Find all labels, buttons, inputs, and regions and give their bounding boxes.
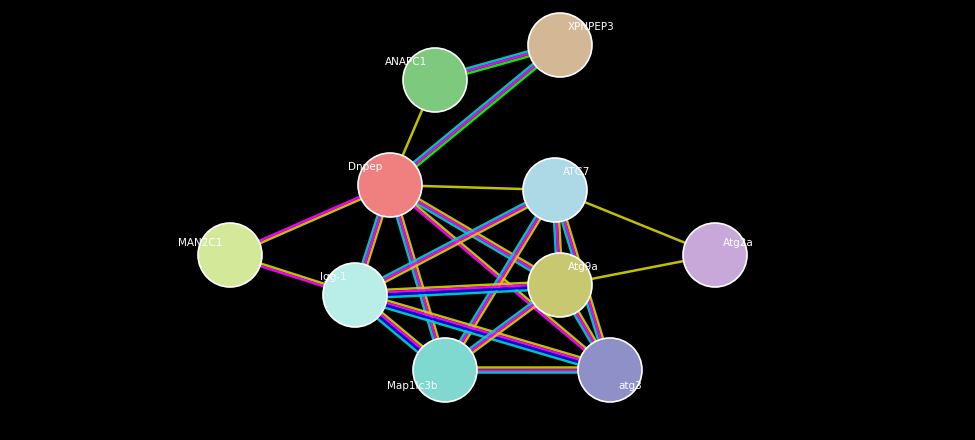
Circle shape: [528, 13, 592, 77]
Text: Atg9a: Atg9a: [568, 262, 599, 272]
Text: atg3: atg3: [618, 381, 642, 391]
Text: XPNPEP3: XPNPEP3: [568, 22, 615, 32]
Circle shape: [323, 263, 387, 327]
Text: Dnpep: Dnpep: [348, 162, 382, 172]
Circle shape: [528, 253, 592, 317]
Circle shape: [198, 223, 262, 287]
Circle shape: [403, 48, 467, 112]
Text: Map1lc3b: Map1lc3b: [386, 381, 437, 391]
Circle shape: [358, 153, 422, 217]
Text: Atg2a: Atg2a: [723, 238, 754, 248]
Circle shape: [523, 158, 587, 222]
Text: ATG7: ATG7: [563, 167, 591, 177]
Text: ANAPC1: ANAPC1: [385, 57, 427, 67]
Circle shape: [683, 223, 747, 287]
Circle shape: [413, 338, 477, 402]
Text: lgg-1: lgg-1: [321, 272, 347, 282]
Text: MAN2C1: MAN2C1: [177, 238, 222, 248]
Circle shape: [578, 338, 642, 402]
